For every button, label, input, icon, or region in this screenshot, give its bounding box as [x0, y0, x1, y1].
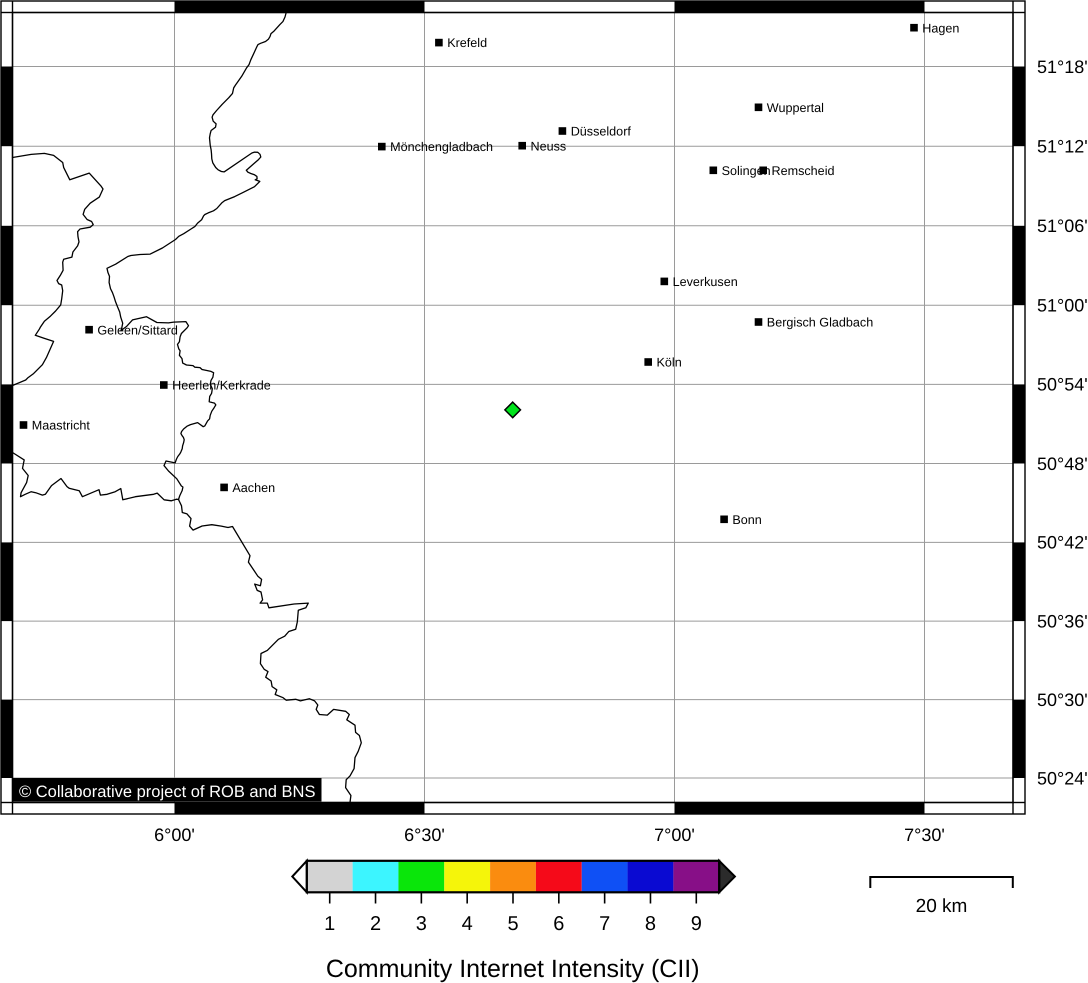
- svg-text:51°06': 51°06': [1037, 216, 1088, 236]
- svg-text:7: 7: [599, 913, 610, 935]
- svg-text:50°42': 50°42': [1037, 533, 1088, 553]
- svg-text:50°30': 50°30': [1037, 690, 1088, 710]
- svg-text:4: 4: [462, 913, 473, 935]
- svg-text:Neuss: Neuss: [531, 139, 567, 153]
- svg-text:7°00': 7°00': [654, 825, 695, 845]
- svg-text:5: 5: [507, 913, 518, 935]
- svg-text:7°30': 7°30': [904, 825, 945, 845]
- svg-text:Maastricht: Maastricht: [32, 419, 91, 433]
- svg-text:51°00': 51°00': [1037, 296, 1088, 316]
- svg-text:51°18': 51°18': [1037, 57, 1088, 77]
- svg-text:Krefeld: Krefeld: [447, 36, 487, 50]
- svg-text:50°54': 50°54': [1037, 375, 1088, 395]
- svg-text:8: 8: [645, 913, 656, 935]
- svg-text:Düsseldorf: Düsseldorf: [571, 125, 632, 139]
- svg-text:9: 9: [691, 913, 702, 935]
- svg-text:6°30': 6°30': [404, 825, 445, 845]
- svg-text:Bergisch Gladbach: Bergisch Gladbach: [767, 316, 873, 330]
- svg-text:Aachen: Aachen: [232, 481, 275, 495]
- svg-text:Köln: Köln: [657, 356, 682, 370]
- svg-text:50°36': 50°36': [1037, 611, 1088, 631]
- svg-text:20 km: 20 km: [916, 896, 968, 917]
- svg-text:Geleen/Sittard: Geleen/Sittard: [97, 323, 178, 337]
- svg-text:Community Internet Intensity (: Community Internet Intensity (CII): [326, 955, 700, 983]
- svg-text:Leverkusen: Leverkusen: [673, 275, 738, 289]
- svg-text:Solingen: Solingen: [722, 164, 771, 178]
- svg-text:50°48': 50°48': [1037, 454, 1088, 474]
- svg-text:1: 1: [324, 913, 335, 935]
- svg-text:© Collaborative project of ROB: © Collaborative project of ROB and BNS: [19, 783, 315, 801]
- svg-text:Heerlen/Kerkrade: Heerlen/Kerkrade: [172, 379, 271, 393]
- svg-text:Remscheid: Remscheid: [772, 164, 835, 178]
- svg-text:6: 6: [553, 913, 564, 935]
- svg-text:6°00': 6°00': [154, 825, 195, 845]
- svg-text:Bonn: Bonn: [732, 513, 761, 527]
- svg-text:50°24': 50°24': [1037, 768, 1088, 788]
- svg-text:51°12': 51°12': [1037, 137, 1088, 157]
- svg-text:3: 3: [416, 913, 427, 935]
- svg-text:Wuppertal: Wuppertal: [767, 101, 824, 115]
- svg-text:2: 2: [370, 913, 381, 935]
- svg-text:Hagen: Hagen: [922, 21, 959, 35]
- svg-text:Mönchengladbach: Mönchengladbach: [390, 140, 493, 154]
